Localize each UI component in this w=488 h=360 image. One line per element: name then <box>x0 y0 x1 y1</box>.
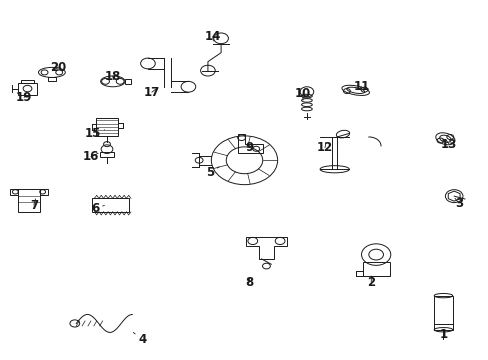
Text: 8: 8 <box>245 276 253 289</box>
Text: 9: 9 <box>245 141 253 154</box>
Text: 20: 20 <box>50 60 66 73</box>
Text: 7: 7 <box>30 199 38 212</box>
Text: 15: 15 <box>85 127 104 140</box>
Bar <box>433 296 452 330</box>
Text: 16: 16 <box>82 150 99 163</box>
Text: 19: 19 <box>16 91 32 104</box>
Text: 17: 17 <box>143 86 160 99</box>
Text: 6: 6 <box>91 202 104 215</box>
Text: 1: 1 <box>439 328 447 341</box>
Text: 14: 14 <box>204 30 221 43</box>
Text: 11: 11 <box>353 80 369 93</box>
Text: 4: 4 <box>133 332 146 346</box>
Text: 3: 3 <box>454 197 462 210</box>
Text: 13: 13 <box>440 138 456 150</box>
Text: 10: 10 <box>294 87 310 100</box>
Text: 18: 18 <box>104 69 121 82</box>
Text: 2: 2 <box>366 276 375 289</box>
Text: 12: 12 <box>316 141 332 154</box>
Text: 5: 5 <box>206 166 219 179</box>
